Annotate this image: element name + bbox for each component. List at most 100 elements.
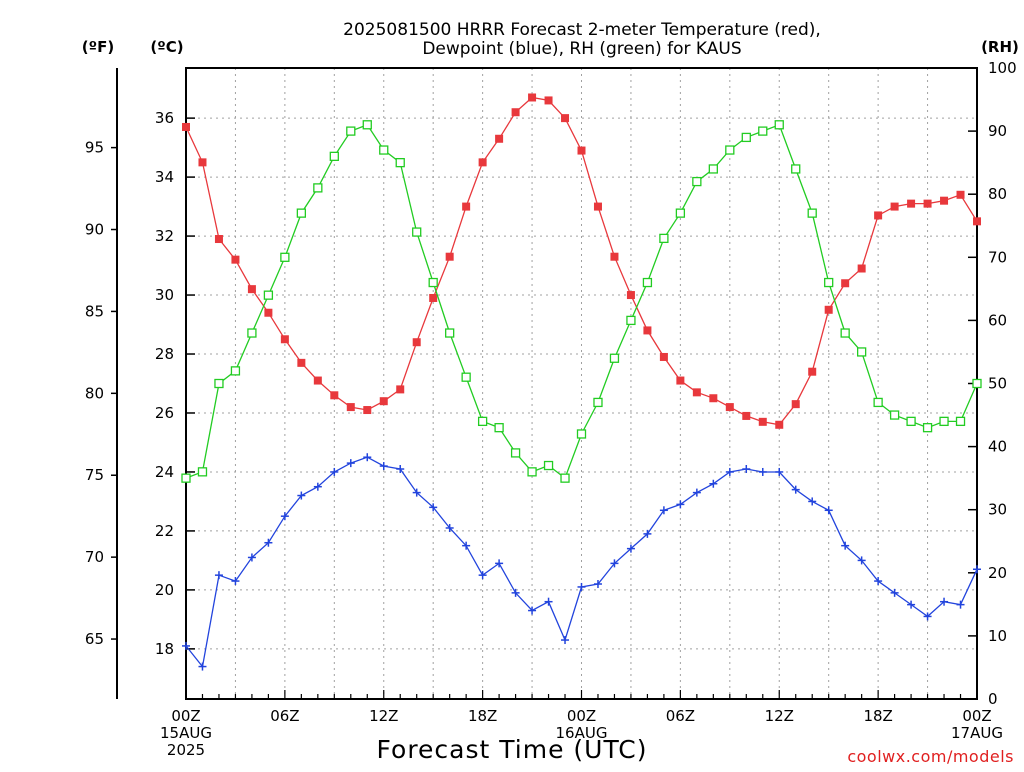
rh-point: [889, 410, 900, 420]
x-axis-title: Forecast Time (UTC): [377, 735, 648, 764]
rh-point: [379, 145, 389, 155]
rh-point: [461, 372, 471, 382]
dewpoint-point: [824, 506, 833, 515]
temperature-point: [561, 114, 570, 123]
rh-point: [758, 126, 768, 136]
rh-point: [741, 132, 751, 143]
x-tick-label: 12Z: [369, 707, 398, 725]
temperature-point: [593, 202, 602, 211]
temperature-point: [478, 158, 487, 167]
temperature-point: [692, 388, 701, 397]
rh-point: [807, 208, 817, 218]
dewpoint-point: [297, 491, 306, 500]
celsius-tick-label: 36: [155, 109, 174, 127]
dewpoint-point: [544, 597, 553, 606]
temperature-point: [247, 285, 256, 294]
chart-title-line2: Dewpoint (blue), RH (green) for KAUS: [422, 39, 741, 59]
temperature-point: [396, 385, 405, 394]
temperature-point: [182, 122, 190, 131]
temperature-point: [956, 190, 965, 199]
celsius-tick-label: 30: [155, 286, 174, 304]
temperature-point: [725, 403, 734, 412]
temperature-point: [462, 202, 471, 211]
temperature-point: [643, 326, 652, 335]
dewpoint-point: [429, 503, 438, 512]
rh-point: [856, 347, 867, 357]
dewpoint-point: [577, 582, 586, 591]
temperature-point: [742, 411, 751, 420]
dewpoint-point: [462, 541, 471, 550]
celsius-tick-label: 32: [155, 227, 174, 245]
dewpoint-point: [610, 559, 619, 568]
fahrenheit-tick-label: 80: [85, 384, 104, 402]
x-tick-label: 2025: [167, 741, 205, 759]
temperature-point: [346, 403, 355, 412]
rh-point: [280, 252, 290, 262]
rh-point: [445, 328, 455, 338]
x-tick-label: 00Z: [962, 707, 991, 725]
temperature-point: [824, 305, 833, 314]
rh-point: [626, 315, 636, 326]
dewpoint-point: [330, 467, 339, 476]
temperature-point: [841, 279, 850, 288]
dewpoint-point: [214, 571, 223, 580]
dewpoint-point: [445, 523, 454, 532]
rh-tick-label: 70: [988, 248, 1007, 266]
rh-point: [659, 233, 669, 244]
temperature-point: [280, 335, 289, 344]
rh-tick-label: 100: [988, 59, 1017, 77]
x-tick-label: 06Z: [270, 707, 299, 725]
rh-point: [494, 423, 504, 433]
x-tick-label: 00Z: [171, 707, 200, 725]
rh-point: [510, 448, 521, 458]
rh-point: [346, 126, 356, 136]
dewpoint-point: [412, 488, 421, 497]
rh-point: [708, 164, 718, 174]
dewpoint-point: [692, 488, 701, 497]
fahrenheit-tick-label: 75: [85, 466, 104, 484]
dewpoint-point: [857, 556, 866, 565]
dewpoint-point: [182, 641, 190, 650]
dewpoint-point: [198, 662, 207, 671]
tick-labels: 18 20 22 24 26 28 30 32 34 36 65 70 75 80 85 90 95 0 10 20 3…: [85, 59, 1017, 759]
dewpoint-point: [841, 541, 850, 550]
rh-point: [329, 151, 339, 161]
rh-tick-label: 50: [988, 375, 1007, 393]
temperature-point: [775, 420, 784, 429]
temperature-point: [379, 397, 388, 406]
dewpoint-point: [396, 465, 405, 474]
dewpoint-point: [890, 588, 899, 597]
celsius-tick-label: 22: [155, 522, 174, 540]
x-tick-label: 16AUG: [556, 724, 608, 742]
dewpoint-point: [676, 500, 685, 509]
temperature-point: [577, 146, 586, 155]
dewpoint-point: [626, 544, 635, 553]
rh-tick-label: 30: [988, 501, 1007, 519]
temperature-point: [445, 252, 454, 261]
temperature-point: [659, 352, 668, 361]
temperature-point: [610, 252, 619, 261]
rh-point: [840, 328, 850, 338]
dewpoint-point: [561, 636, 570, 645]
rh-point: [362, 120, 372, 130]
dewpoint-point: [775, 467, 784, 476]
celsius-tick-label: 24: [155, 463, 174, 481]
x-tick-label: 17AUG: [951, 724, 1003, 742]
rh-point: [725, 145, 735, 155]
temperature-point: [231, 255, 240, 264]
rh-point: [955, 416, 966, 427]
fahrenheit-tick-label: 70: [85, 548, 104, 566]
celsius-tick-label: 20: [155, 581, 174, 599]
rh-tick-label: 20: [988, 564, 1007, 582]
rh-point: [906, 416, 916, 427]
rh-point: [675, 208, 686, 218]
grid-lines: [186, 68, 977, 699]
temperature-point: [495, 134, 504, 143]
temperature-point: [874, 211, 883, 220]
rh-point: [791, 164, 801, 174]
dewpoint-point: [643, 529, 652, 538]
celsius-tick-label: 34: [155, 168, 174, 186]
rh-tick-label: 80: [988, 185, 1007, 203]
temperature-point: [808, 367, 817, 376]
